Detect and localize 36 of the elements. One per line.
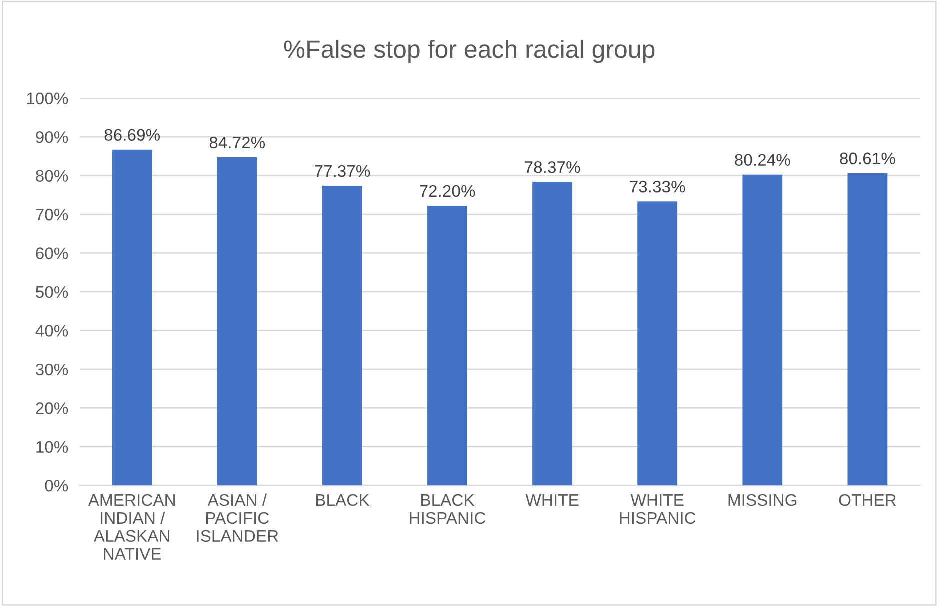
bar bbox=[742, 174, 783, 486]
x-tick-label: AMERICAN INDIAN / ALASKAN NATIVE bbox=[88, 494, 175, 560]
chart-title: %False stop for each racial group bbox=[284, 40, 655, 64]
y-tick-label: 0% bbox=[45, 480, 68, 492]
data-label: 72.20% bbox=[420, 185, 476, 198]
x-tick-label: ASIAN / PACIFIC ISLANDER bbox=[197, 494, 278, 542]
y-tick-label: 40% bbox=[36, 325, 68, 337]
x-tick-label: BLACK bbox=[316, 494, 370, 506]
bar bbox=[638, 202, 678, 486]
bar bbox=[217, 158, 258, 486]
bar bbox=[428, 206, 468, 486]
x-tick-label: BLACK HISPANIC bbox=[410, 494, 486, 524]
x-tick-label: WHITE HISPANIC bbox=[620, 494, 696, 524]
x-tick-label: MISSING bbox=[728, 494, 797, 506]
data-label: 80.61% bbox=[840, 152, 896, 165]
x-tick-label: OTHER bbox=[839, 494, 896, 506]
bar bbox=[848, 173, 888, 486]
bar bbox=[322, 186, 362, 486]
bar bbox=[532, 182, 572, 486]
data-label: 73.33% bbox=[630, 180, 686, 193]
y-tick-label: 30% bbox=[36, 364, 68, 376]
bar bbox=[112, 150, 152, 486]
x-tick-label: WHITE bbox=[526, 494, 579, 506]
y-tick-label: 20% bbox=[36, 402, 68, 414]
y-tick-label: 50% bbox=[36, 286, 68, 298]
data-label: 77.37% bbox=[315, 165, 370, 178]
data-label: 84.72% bbox=[210, 136, 266, 149]
y-tick-label: 10% bbox=[36, 441, 68, 454]
y-tick-label: 60% bbox=[36, 248, 68, 260]
y-tick-label: 70% bbox=[36, 208, 68, 221]
y-tick-label: 80% bbox=[36, 170, 68, 182]
data-label: 78.37% bbox=[525, 161, 580, 174]
data-label: 86.69% bbox=[104, 129, 160, 142]
data-label: 80.24% bbox=[735, 154, 790, 166]
y-tick-label: 90% bbox=[36, 131, 68, 144]
y-tick-label: 100% bbox=[27, 92, 68, 105]
